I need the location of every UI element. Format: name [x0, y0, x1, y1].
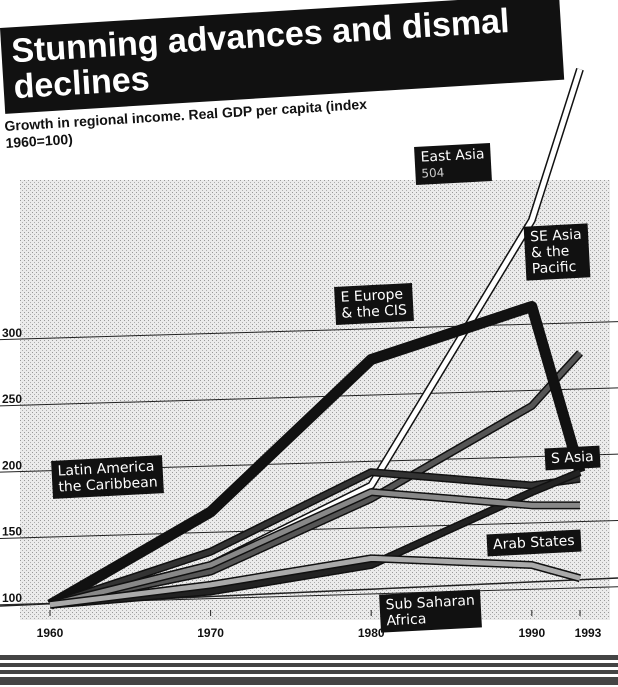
series-name: East Asia [420, 146, 485, 166]
y-tick-label: 250 [2, 392, 22, 406]
y-tick-label: 100 [2, 591, 22, 605]
x-tick-label: 1980 [358, 626, 385, 640]
legend-label: E Europe & the CIS [334, 282, 414, 326]
legend-label: SE Asia & the Pacific [523, 223, 590, 281]
y-tick-label: 300 [2, 326, 22, 340]
series-name: E Europe & the CIS [340, 286, 408, 322]
series-line [49, 351, 582, 608]
x-tick-label: 1990 [518, 626, 545, 640]
legend-label: East Asia 504 [414, 143, 492, 185]
bottom-rule [0, 655, 618, 685]
legend-label: Sub Saharan Africa [379, 589, 483, 633]
series-name: SE Asia & the Pacific [529, 226, 583, 278]
series-name: S Asia [550, 448, 595, 468]
legend-label: Latin America the Caribbean [51, 455, 165, 499]
series-name: Sub Saharan Africa [385, 592, 476, 630]
series-line [49, 489, 580, 608]
y-tick-label: 200 [2, 458, 22, 472]
series-name: Latin America the Caribbean [57, 458, 159, 496]
series-line [49, 555, 581, 608]
x-tick-label: 1993 [575, 626, 602, 640]
series-line [47, 302, 584, 609]
grid-line [0, 387, 618, 407]
y-tick-label: 150 [2, 525, 22, 539]
grid-line [0, 321, 618, 341]
x-tick-label: 1970 [197, 626, 224, 640]
x-tick-label: 1960 [37, 626, 64, 640]
series-line [49, 469, 581, 608]
legend-label: S Asia [544, 445, 601, 471]
series-name: Arab States [492, 532, 575, 554]
data-label: 504 [421, 165, 445, 181]
